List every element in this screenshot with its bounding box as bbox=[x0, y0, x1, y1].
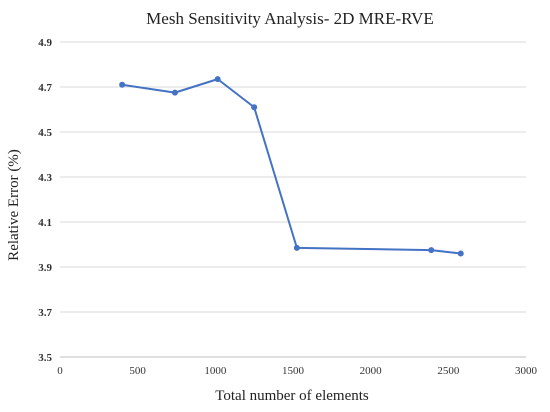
y-tick-label: 4.9 bbox=[38, 37, 52, 49]
x-tick-label: 1500 bbox=[282, 365, 305, 377]
data-point bbox=[119, 81, 126, 88]
y-tick-labels: 3.5 3.7 3.9 4.1 4.3 4.5 4.7 4.9 bbox=[38, 37, 52, 364]
data-point bbox=[251, 104, 258, 111]
x-tick-label: 2000 bbox=[360, 365, 383, 377]
y-tick-label: 3.5 bbox=[38, 352, 52, 364]
x-tick-label: 2500 bbox=[437, 365, 460, 377]
x-tick-label: 0 bbox=[57, 365, 63, 377]
y-tick-label: 4.1 bbox=[38, 217, 52, 229]
x-tick-labels: 0 500 1000 1500 2000 2500 3000 bbox=[57, 365, 537, 377]
data-point bbox=[171, 89, 178, 96]
series-line bbox=[121, 78, 461, 255]
data-point bbox=[457, 250, 464, 257]
y-tick-label: 4.3 bbox=[38, 172, 52, 184]
data-point bbox=[214, 76, 221, 83]
data-point bbox=[293, 244, 300, 251]
x-tick-label: 3000 bbox=[515, 365, 538, 377]
x-tick-label: 1000 bbox=[204, 365, 227, 377]
x-axis-label: Total number of elements bbox=[215, 388, 369, 404]
y-tick-label: 3.7 bbox=[38, 307, 52, 319]
series-layer bbox=[119, 76, 464, 257]
y-axis-label: Relative Error (%) bbox=[6, 149, 22, 261]
y-tick-label: 3.9 bbox=[38, 262, 52, 274]
y-tick-label: 4.5 bbox=[38, 127, 52, 139]
data-point bbox=[428, 247, 435, 254]
grid-lines bbox=[60, 41, 526, 313]
chart-title: Mesh Sensitivity Analysis- 2D MRE-RVE bbox=[146, 9, 434, 28]
y-tick-label: 4.7 bbox=[38, 82, 52, 94]
x-tick-label: 500 bbox=[129, 365, 146, 377]
